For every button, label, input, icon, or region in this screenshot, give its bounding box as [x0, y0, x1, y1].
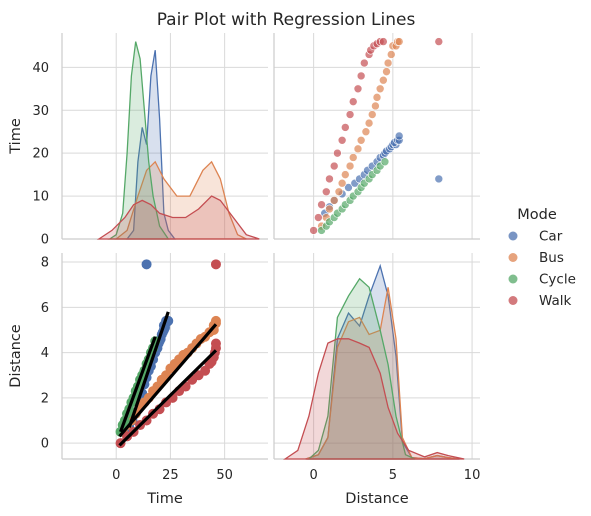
y-tick-label: 6	[41, 301, 49, 316]
scatter-point-walk	[348, 97, 358, 106]
legend-label-bus: Bus	[539, 250, 564, 266]
scatter-point-walk	[337, 135, 347, 145]
scatter-point-bus	[348, 153, 358, 162]
scatter-point-walk	[356, 71, 366, 81]
scatter-point-walk	[210, 338, 221, 349]
y-tick-label: 2	[41, 391, 49, 406]
scatter-point-bus	[379, 75, 388, 85]
scatter-point-bus	[371, 101, 380, 111]
scatter-point-bus	[356, 135, 366, 145]
scatter-point-bus	[361, 127, 371, 137]
scatter-point-walk	[341, 123, 350, 132]
y-tick-label: 20	[32, 147, 49, 162]
y-tick-label: 30	[32, 104, 49, 119]
kde-distance-bus	[305, 287, 460, 460]
scatter-point-bus	[372, 93, 382, 102]
scatter-point-car	[141, 259, 152, 270]
scatter-point-walk	[325, 174, 334, 184]
scatter-point-walk	[360, 58, 369, 68]
y-tick-label: 4	[41, 346, 49, 361]
scatter-point-walk	[353, 84, 363, 94]
legend-marker-bus	[508, 253, 518, 262]
legend-label-car: Car	[539, 229, 563, 245]
y-tick-label: 40	[32, 61, 49, 76]
legend-marker-car	[508, 231, 518, 241]
legend-title: Mode	[517, 207, 557, 223]
x-tick-label: 10	[464, 468, 481, 483]
scatter-point-bus	[364, 118, 374, 128]
scatter-point-bus	[386, 50, 396, 59]
regression-line-cycle	[119, 336, 157, 433]
scatter-point-walk	[329, 161, 339, 171]
y-tick-label: 10	[32, 190, 49, 205]
scatter-point-walk	[345, 110, 355, 119]
x-axis-label: Time	[146, 491, 183, 507]
legend-label-cycle: Cycle	[539, 272, 576, 288]
scatter-point-walk	[317, 200, 326, 209]
scatter-point-walk	[333, 148, 342, 158]
kde-time-cycle	[107, 41, 170, 240]
legend-marker-walk	[508, 296, 518, 305]
scatter-point-car	[434, 174, 444, 184]
scatter-point-cycle	[380, 157, 390, 167]
scatter-point-bus	[337, 178, 347, 188]
kde-time-walk	[96, 195, 260, 240]
scatter-point-bus	[345, 161, 355, 171]
scatter-point-car	[344, 183, 353, 192]
scatter-point-bus	[367, 110, 377, 119]
kde-time-bus	[114, 160, 247, 240]
scatter-point-bus	[394, 37, 404, 46]
x-tick-label: 0	[309, 468, 317, 483]
y-tick-label: 8	[41, 256, 49, 271]
scatter-point-bus	[210, 315, 221, 326]
legend: Mode Car Bus Cycle Walk	[508, 207, 576, 309]
scatter-point-walk	[379, 37, 388, 46]
regression-line-walk	[118, 349, 218, 447]
scatter-point-walk	[309, 226, 318, 235]
scatter-point-bus	[329, 196, 339, 205]
scatter-point-bus	[341, 170, 350, 179]
scatter-point-walk	[210, 259, 221, 270]
scatter-point-car	[394, 131, 404, 141]
plot-panels: 0 25 50 0 5 10 0 10 20 30 40 0 2 4 6 8 Time Distance Time D…	[8, 33, 480, 507]
scatter-point-bus	[382, 67, 391, 76]
y-tick-label: 0	[41, 233, 49, 248]
x-tick-label: 5	[389, 468, 397, 483]
legend-marker-cycle	[508, 274, 518, 284]
x-tick-label: 50	[216, 468, 233, 483]
scatter-point-bus	[353, 144, 363, 154]
kde-distance-walk	[282, 338, 465, 460]
scatter-point-bus	[334, 187, 344, 197]
y-axis-label: Time	[8, 118, 24, 155]
y-tick-label: 0	[41, 437, 49, 452]
regression-line-car	[127, 311, 170, 428]
x-tick-label: 0	[112, 468, 120, 483]
scatter-point-bus	[325, 204, 334, 214]
scatter-point-bus	[375, 84, 385, 94]
scatter-point-walk	[321, 187, 331, 197]
chart-title: Pair Plot with Regression Lines	[157, 10, 416, 30]
regression-line-bus	[118, 323, 218, 438]
scatter-point-walk	[434, 37, 444, 46]
scatter-point-walk	[314, 213, 323, 222]
y-axis-label: Distance	[8, 324, 24, 387]
x-tick-label: 25	[162, 468, 179, 483]
legend-label-walk: Walk	[539, 293, 572, 309]
scatter-point-bus	[383, 58, 393, 68]
x-axis-label: Distance	[345, 491, 408, 507]
kde-distance-cycle	[307, 277, 416, 460]
